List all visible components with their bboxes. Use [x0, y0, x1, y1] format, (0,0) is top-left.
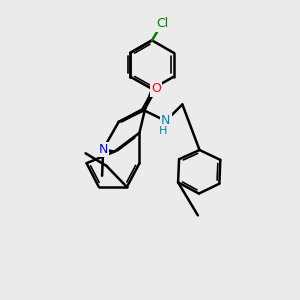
Text: Cl: Cl: [156, 17, 168, 30]
Text: O: O: [151, 82, 161, 95]
Text: H: H: [159, 126, 167, 136]
Text: N: N: [98, 143, 108, 156]
Text: N: N: [161, 114, 170, 128]
